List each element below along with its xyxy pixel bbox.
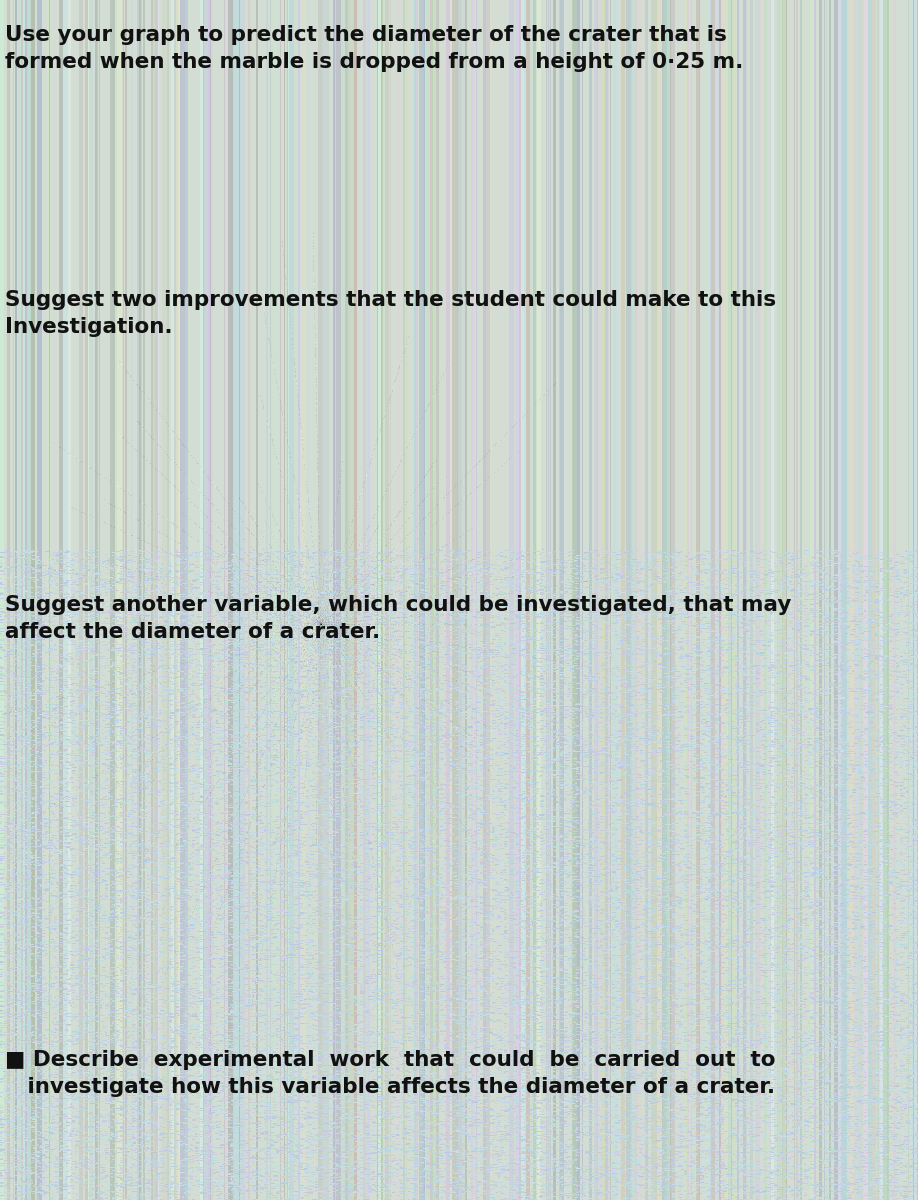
Text: Suggest two improvements that the student could make to this
Investigation.: Suggest two improvements that the studen… bbox=[5, 290, 776, 337]
Text: Suggest another variable, which could be investigated, that may
affect the diame: Suggest another variable, which could be… bbox=[5, 595, 791, 642]
Text: ■ Describe  experimental  work  that  could  be  carried  out  to
   investigate: ■ Describe experimental work that could … bbox=[5, 1050, 776, 1097]
Text: Use your graph to predict the diameter of the crater that is
formed when the mar: Use your graph to predict the diameter o… bbox=[5, 25, 744, 72]
